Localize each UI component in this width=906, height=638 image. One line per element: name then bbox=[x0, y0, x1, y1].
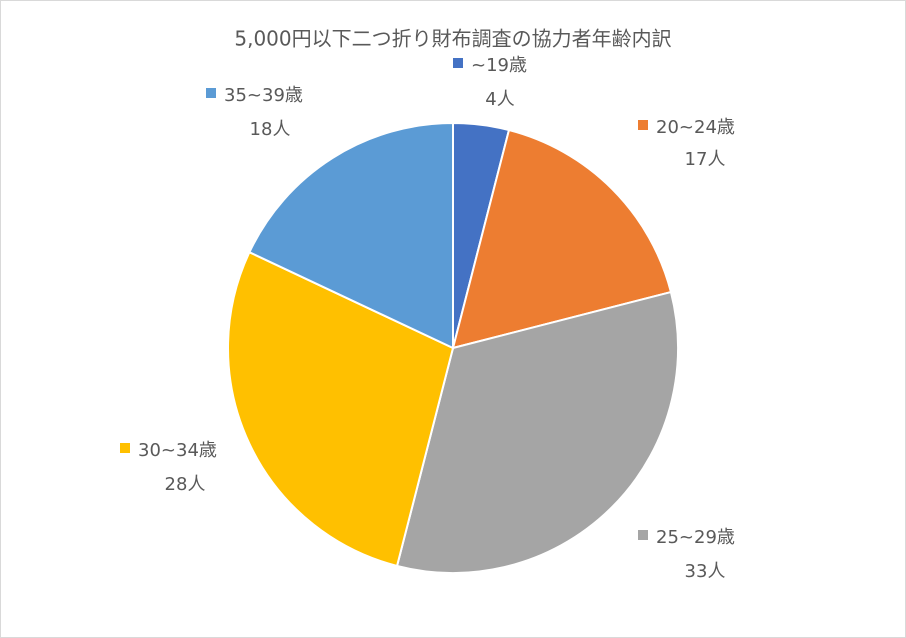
value-label: 28人 bbox=[165, 474, 206, 495]
chart-title: 5,000円以下二つ折り財布調査の協力者年齢内訳 bbox=[234, 27, 671, 51]
value-label: 33人 bbox=[685, 561, 726, 582]
category-label: 35~39歳 bbox=[224, 85, 303, 106]
legend-key bbox=[638, 530, 648, 540]
category-label: ~19歳 bbox=[471, 55, 527, 76]
legend-key bbox=[453, 58, 463, 68]
legend-key bbox=[638, 120, 648, 130]
pie-slice bbox=[248, 121, 454, 350]
category-label: 30~34歳 bbox=[138, 440, 217, 461]
legend-key bbox=[206, 88, 216, 98]
pie-slice bbox=[395, 290, 679, 574]
category-label: 20~24歳 bbox=[656, 117, 735, 138]
legend-key bbox=[120, 443, 130, 453]
value-label: 18人 bbox=[250, 119, 291, 140]
pie-slice bbox=[451, 128, 673, 350]
pie-slice bbox=[227, 250, 455, 568]
value-label: 4人 bbox=[485, 89, 514, 110]
value-label: 17人 bbox=[685, 149, 726, 170]
category-label: 25~29歳 bbox=[656, 527, 735, 548]
